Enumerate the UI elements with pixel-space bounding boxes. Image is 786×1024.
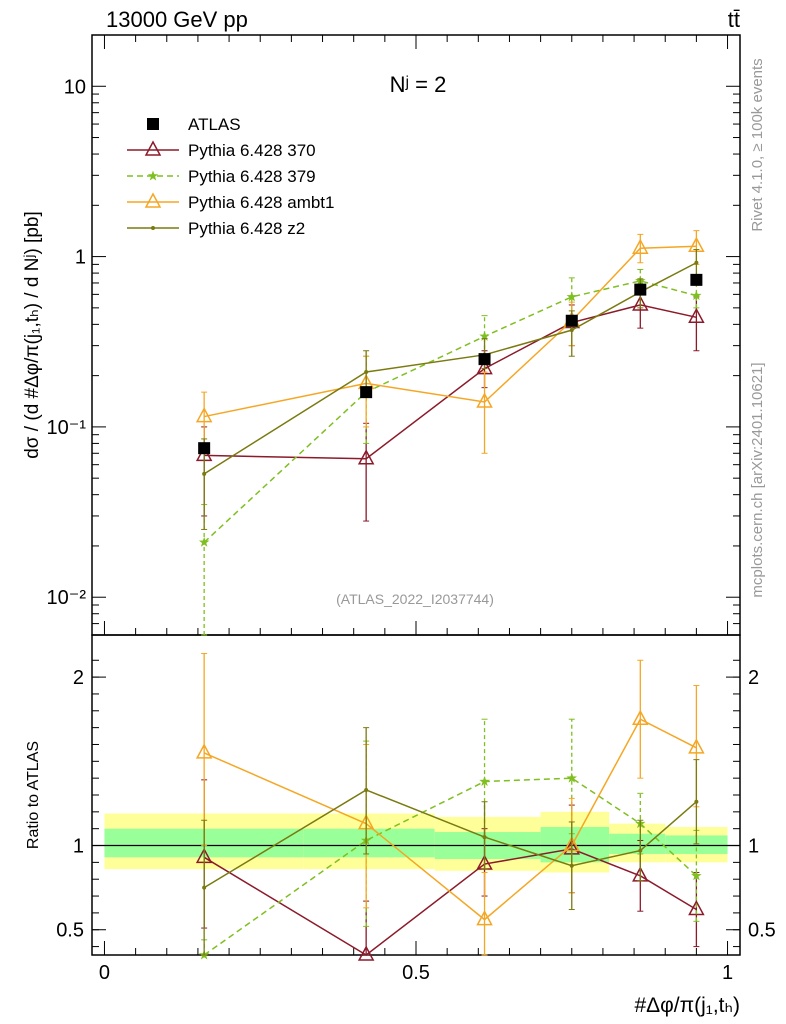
ratio-band-green: [665, 835, 728, 854]
legend-label: Pythia 6.428 370: [188, 141, 316, 160]
data-point: [634, 283, 647, 296]
mcplots-label: mcplots.cern.ch [arXiv:2401.10621]: [749, 362, 766, 597]
data-point: [195, 406, 213, 423]
data-point: [151, 226, 155, 230]
data-point: [478, 353, 491, 366]
legend-label: Pythia 6.428 z2: [188, 219, 305, 238]
ratio-ytick-label-right: 2: [748, 667, 759, 689]
header-right: tt̄: [728, 7, 740, 32]
data-point: [357, 945, 375, 961]
ratio-ytick-label-right: 0.5: [748, 920, 776, 942]
plot-title: Nʲ = 2: [390, 72, 447, 97]
ratio-band-green: [303, 828, 435, 858]
data-point: [688, 307, 705, 324]
data-point: [632, 295, 649, 311]
data-point: [638, 848, 643, 853]
legend-label: Pythia 6.428 ambt1: [188, 193, 334, 212]
ratio-series-line: [203, 848, 697, 956]
ratio-series-line: [203, 718, 697, 921]
ratio-series-line: [203, 789, 697, 889]
ratio-ytick-label-right: 1: [748, 836, 759, 858]
data-point: [357, 449, 375, 465]
data-point: [694, 260, 699, 265]
data-point: [569, 863, 574, 868]
data-point: [691, 870, 702, 881]
data-point: [147, 170, 159, 181]
main-series: [195, 286, 705, 522]
data-point: [147, 118, 159, 130]
data-point: [364, 370, 369, 375]
main-series: [198, 268, 702, 636]
data-point: [479, 330, 490, 341]
data-point: [632, 238, 649, 254]
main-ytick-label: 10⁻²: [47, 587, 87, 609]
main-ylabel: dσ / (d #Δφ/π(j₁,tₕ) / d Nʲ) [pb]: [22, 211, 43, 459]
data-point: [479, 776, 490, 786]
legend: ATLAS Pythia 6.428 370 Pythia 6.428 379 Pyt…: [127, 115, 334, 238]
data-point: [632, 709, 649, 725]
data-point: [566, 291, 578, 302]
x-tick-label: 0.5: [402, 962, 430, 984]
data-point: [198, 442, 211, 455]
header-left: 13000 GeV pp: [106, 7, 248, 32]
data-point: [364, 787, 369, 792]
ratio-series-line: [203, 777, 697, 956]
main-series-line: [203, 262, 697, 475]
data-point: [694, 799, 699, 804]
data-point: [360, 386, 373, 399]
data-point: [688, 899, 705, 916]
main-ytick-label: 10⁻¹: [47, 417, 87, 439]
ratio-series: [195, 653, 705, 956]
data-point: [202, 885, 207, 890]
main-series: [201, 249, 700, 530]
ratio-ytick-label: 1: [73, 836, 84, 858]
main-series-line: [203, 280, 697, 543]
data-point: [144, 192, 162, 208]
ratio-band-green: [609, 833, 666, 854]
legend-label: ATLAS: [188, 115, 241, 134]
data-point: [565, 314, 578, 327]
data-point: [476, 392, 493, 408]
data-point: [195, 743, 213, 759]
legend-label: Pythia 6.428 379: [188, 167, 316, 186]
main-ytick-label: 1: [75, 247, 86, 269]
data-point: [690, 273, 703, 286]
main-series-line: [204, 245, 697, 418]
data-point: [566, 772, 578, 783]
watermark: (ATLAS_2022_I2037744): [336, 591, 494, 607]
rivet-label: Rivet 4.1.0, ≥ 100k events: [749, 58, 766, 231]
main-ytick-label: 10: [64, 76, 86, 98]
ratio-plot-frame: [91, 634, 741, 956]
data-point: [198, 536, 210, 547]
ratio-ytick-label: 0.5: [56, 920, 84, 942]
data-point: [144, 140, 162, 156]
x-tick-label: 1: [722, 962, 733, 984]
data-point: [691, 290, 702, 301]
main-series: [195, 230, 705, 454]
main-series-line: [204, 304, 697, 460]
ratio-ytick-label: 2: [73, 667, 84, 689]
data-point: [202, 471, 207, 476]
data-point: [482, 835, 487, 840]
data-point: [688, 738, 705, 754]
x-tick-label: 0: [99, 962, 110, 984]
main-series: [198, 273, 703, 455]
x-axis-label: #Δφ/π(j₁,tₕ): [634, 994, 740, 1017]
ratio-ylabel: Ratio to ATLAS: [25, 741, 42, 849]
data-point: [476, 910, 493, 926]
ratio-series: [201, 727, 700, 956]
data-point: [569, 328, 574, 333]
